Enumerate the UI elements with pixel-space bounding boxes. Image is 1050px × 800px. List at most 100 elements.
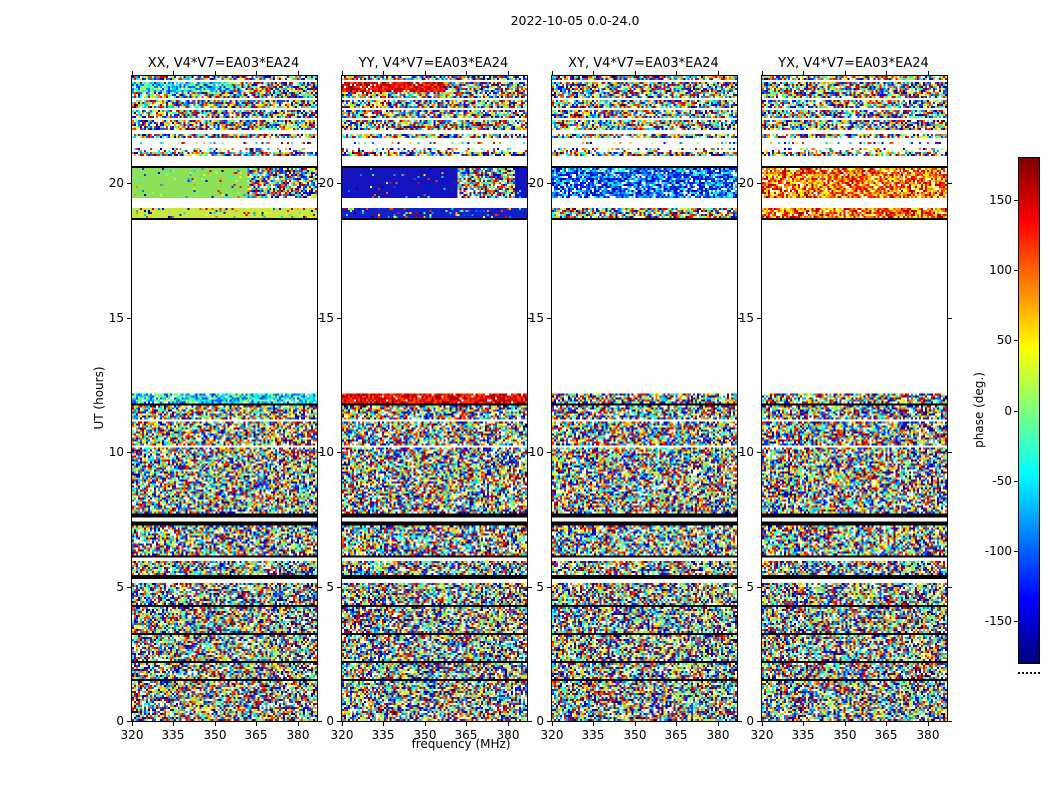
colorbar-tick-label: 50 xyxy=(996,333,1012,347)
y-tick-mark xyxy=(318,318,322,319)
x-tick-label: 335 xyxy=(161,728,185,742)
x-tick-mark xyxy=(762,722,763,726)
y-tick-mark xyxy=(757,318,761,319)
x-tick-label: 335 xyxy=(791,728,815,742)
y-tick-mark xyxy=(948,318,952,319)
y-tick-label: 10 xyxy=(528,445,544,459)
x-tick-mark xyxy=(593,71,594,75)
x-tick-mark xyxy=(803,71,804,75)
x-tick-mark xyxy=(676,71,677,75)
panel-title: XX, V4*V7=EA03*EA24 xyxy=(147,56,300,71)
y-tick-mark xyxy=(547,318,551,319)
x-tick-label: 350 xyxy=(833,728,857,742)
x-tick-label: 350 xyxy=(413,728,437,742)
panel-title: YX, V4*V7=EA03*EA24 xyxy=(778,56,929,71)
y-tick-label: 20 xyxy=(528,176,544,190)
x-tick-mark xyxy=(173,722,174,726)
x-tick-mark xyxy=(635,71,636,75)
x-tick-label: 335 xyxy=(371,728,395,742)
x-tick-mark xyxy=(215,722,216,726)
x-tick-mark xyxy=(762,71,763,75)
y-tick-mark xyxy=(528,318,532,319)
y-tick-label: 5 xyxy=(116,580,124,594)
y-tick-mark xyxy=(318,721,322,722)
x-tick-mark xyxy=(466,722,467,726)
x-tick-mark xyxy=(298,71,299,75)
x-tick-label: 320 xyxy=(750,728,774,742)
x-tick-mark xyxy=(676,722,677,726)
y-tick-mark xyxy=(528,183,532,184)
y-tick-label: 0 xyxy=(536,714,544,728)
colorbar-tick-mark xyxy=(1014,270,1018,271)
x-tick-label: 350 xyxy=(203,728,227,742)
x-tick-label: 380 xyxy=(496,728,520,742)
y-tick-label: 20 xyxy=(318,176,334,190)
y-tick-mark xyxy=(948,587,952,588)
x-tick-mark xyxy=(928,71,929,75)
y-tick-mark xyxy=(738,587,742,588)
x-tick-mark xyxy=(215,71,216,75)
x-tick-mark xyxy=(256,722,257,726)
colorbar-tick-label: 150 xyxy=(989,193,1012,207)
colorbar-tick-mark xyxy=(1014,340,1018,341)
y-tick-label: 5 xyxy=(536,580,544,594)
y-tick-label: 0 xyxy=(116,714,124,728)
colorbar-tick-mark xyxy=(1014,551,1018,552)
x-tick-mark xyxy=(928,722,929,726)
x-tick-label: 335 xyxy=(581,728,605,742)
y-tick-label: 10 xyxy=(738,445,754,459)
y-tick-mark xyxy=(318,452,322,453)
y-tick-label: 15 xyxy=(318,311,334,325)
x-tick-mark xyxy=(342,71,343,75)
x-tick-mark xyxy=(173,71,174,75)
y-tick-mark xyxy=(547,452,551,453)
colorbar-tick-mark xyxy=(1014,200,1018,201)
y-tick-label: 10 xyxy=(108,445,124,459)
y-tick-label: 0 xyxy=(746,714,754,728)
x-tick-mark xyxy=(466,71,467,75)
x-tick-mark xyxy=(593,722,594,726)
y-tick-mark xyxy=(337,587,341,588)
y-tick-mark xyxy=(337,183,341,184)
x-tick-label: 320 xyxy=(120,728,144,742)
x-tick-mark xyxy=(508,722,509,726)
y-tick-mark xyxy=(337,721,341,722)
y-tick-mark xyxy=(318,183,322,184)
y-tick-mark xyxy=(738,452,742,453)
colorbar-underflow-marker xyxy=(1018,672,1040,674)
panel-heatmap xyxy=(341,75,528,722)
x-tick-mark xyxy=(635,722,636,726)
colorbar-gradient xyxy=(1018,157,1040,664)
x-tick-label: 320 xyxy=(540,728,564,742)
colorbar-tick-label: 100 xyxy=(989,263,1012,277)
y-tick-mark xyxy=(127,318,131,319)
y-axis-label: UT (hours) xyxy=(92,365,106,430)
x-tick-mark xyxy=(886,71,887,75)
x-tick-mark xyxy=(425,71,426,75)
panel-title: YY, V4*V7=EA03*EA24 xyxy=(358,56,509,71)
y-tick-mark xyxy=(547,721,551,722)
y-tick-label: 20 xyxy=(738,176,754,190)
y-tick-mark xyxy=(337,318,341,319)
x-tick-mark xyxy=(845,71,846,75)
y-tick-mark xyxy=(738,318,742,319)
y-tick-label: 15 xyxy=(528,311,544,325)
colorbar-tick-mark xyxy=(1014,481,1018,482)
x-tick-mark xyxy=(425,722,426,726)
y-tick-mark xyxy=(948,721,952,722)
x-tick-label: 365 xyxy=(874,728,898,742)
colorbar-tick-label: -150 xyxy=(984,614,1012,628)
x-tick-mark xyxy=(803,722,804,726)
y-tick-mark xyxy=(318,587,322,588)
colorbar-tick-label: -100 xyxy=(984,544,1012,558)
panel-title: XY, V4*V7=EA03*EA24 xyxy=(568,56,719,71)
x-tick-label: 380 xyxy=(286,728,310,742)
y-tick-label: 15 xyxy=(108,311,124,325)
y-tick-label: 0 xyxy=(326,714,334,728)
y-tick-mark xyxy=(547,587,551,588)
y-tick-mark xyxy=(528,721,532,722)
x-tick-label: 380 xyxy=(916,728,940,742)
x-tick-label: 365 xyxy=(244,728,268,742)
y-tick-mark xyxy=(127,587,131,588)
y-tick-mark xyxy=(757,183,761,184)
